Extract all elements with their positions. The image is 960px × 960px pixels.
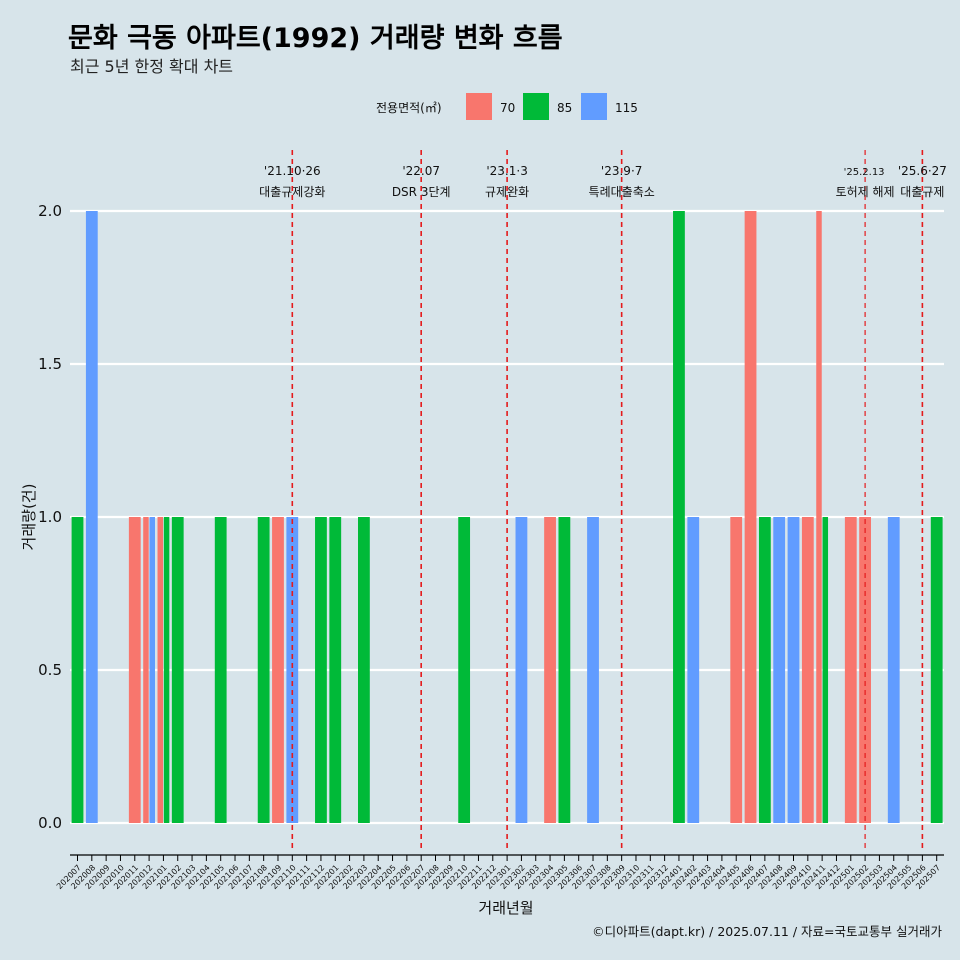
bar-202102-85: [171, 517, 184, 823]
legend-key-85: [523, 93, 549, 120]
event-text-label: 규제완화: [485, 185, 529, 199]
legend-label: 70: [500, 101, 515, 115]
legend-label: 85: [557, 101, 572, 115]
event-date-label: '25.2.13: [844, 167, 885, 178]
bar-202110-115: [286, 517, 299, 823]
event-date-label: '21.10·26: [264, 164, 321, 178]
event-text-label: 대출규제강화: [259, 185, 325, 199]
bar-202411-85: [822, 517, 829, 823]
bar-202203-85: [358, 517, 370, 823]
bar-202307-115: [587, 517, 599, 823]
event-annotations: '21.10·26 대출규제강화 '22.07 DSR 3단계 '23.1·3 규제완화 '…: [259, 164, 947, 199]
legend-label: 115: [615, 101, 638, 115]
bar-202305-85: [558, 517, 571, 823]
bar-202406-70: [744, 211, 757, 823]
bar-202011-70: [128, 517, 141, 823]
source-caption: ©디아파트(dapt.kr) / 2025.07.11 / 자료=국토교통부 실…: [592, 924, 942, 939]
y-axis-label: 거래량(건): [20, 484, 38, 551]
bar-202012-70: [143, 517, 149, 823]
bar-202108-85: [257, 517, 270, 823]
bar-202007-85: [71, 517, 84, 823]
event-text-label: 특례대출축소: [589, 185, 655, 199]
bar-202408-115: [773, 517, 786, 823]
bar-202109-70: [272, 517, 284, 823]
bar-202502-70: [859, 517, 871, 823]
event-text-label: 토허제 해제: [836, 185, 895, 199]
bar-202405-70: [730, 517, 743, 823]
bar-202105-85: [214, 517, 227, 823]
bar-202409-115: [787, 517, 800, 823]
legend-key-115: [581, 93, 607, 120]
bar-202410-70: [801, 517, 814, 823]
bars-layer: [71, 211, 943, 823]
legend-key-70: [466, 93, 492, 120]
bar-202302-115: [515, 517, 528, 823]
bar-202008-115: [85, 211, 98, 823]
x-axis-label: 거래년월: [478, 899, 533, 917]
y-tick-label: 0.5: [38, 661, 62, 679]
bar-202304-70: [544, 517, 556, 823]
event-text-label: 대출규제: [900, 185, 944, 199]
bar-202407-85: [758, 517, 771, 823]
event-lines: [291, 150, 924, 852]
bar-202411-70: [816, 211, 822, 823]
event-date-label: '23.1·3: [486, 164, 527, 178]
bar-202201-85: [329, 517, 342, 823]
y-tick-label: 0.0: [38, 814, 62, 832]
bar-202501-70: [844, 517, 857, 823]
bar-202402-115: [687, 517, 700, 823]
bar-202504-115: [887, 517, 900, 823]
legend: 전용면적(㎡) 70 85 115: [376, 93, 638, 120]
bar-202210-85: [458, 517, 471, 823]
bar-202401-85: [673, 211, 685, 823]
event-text-label: DSR 3단계: [392, 185, 451, 199]
y-tick-label: 2.0: [38, 202, 62, 220]
bar-202012-115: [149, 517, 155, 823]
y-tick-label: 1.0: [38, 508, 62, 526]
page-subtitle: 최근 5년 한정 확대 차트: [70, 57, 234, 76]
event-date-label: '22.07: [402, 164, 440, 178]
x-axis: 2020072020082020092020102020112020122021…: [55, 854, 944, 891]
bar-202507-85: [930, 517, 943, 823]
bar-202112-85: [315, 517, 327, 823]
y-tick-label: 1.5: [38, 355, 62, 373]
legend-title: 전용면적(㎡): [376, 101, 442, 115]
event-date-label: '25.6·27: [898, 164, 947, 178]
bar-202101-70: [157, 517, 164, 823]
bar-202101-85: [163, 517, 170, 823]
page-title: 문화 극동 아파트(1992) 거래량 변화 흐름: [68, 23, 563, 54]
event-date-label: '23.9·7: [601, 164, 642, 178]
y-axis: 0.0 0.5 1.0 1.5 2.0: [38, 202, 62, 832]
